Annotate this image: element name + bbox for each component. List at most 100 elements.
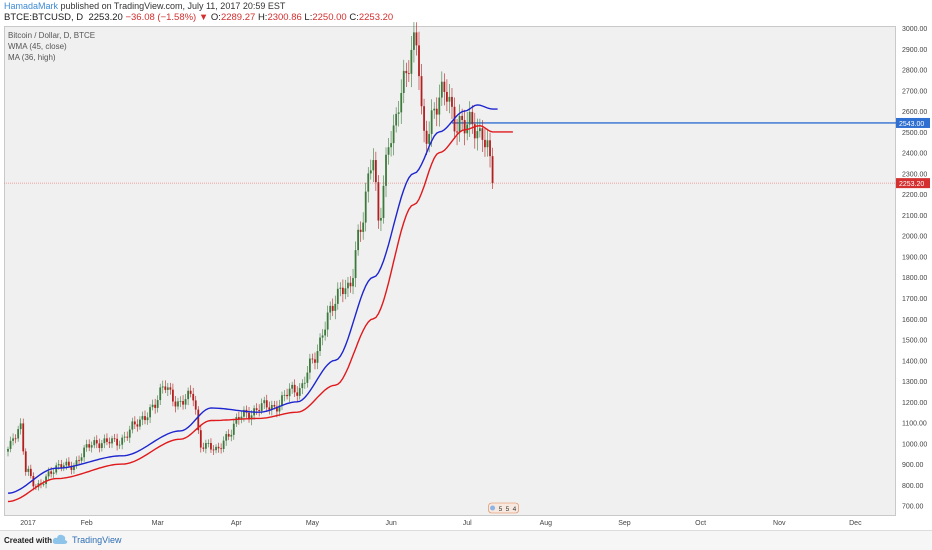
- y-tick-label: 700.00: [902, 504, 924, 511]
- candle-body: [276, 406, 278, 412]
- x-tick-label: Aug: [540, 520, 553, 527]
- time-axis[interactable]: [4, 516, 896, 530]
- candle-body: [293, 384, 296, 393]
- candle-body: [207, 442, 210, 444]
- candle-body: [47, 471, 50, 477]
- candle-body: [197, 409, 200, 431]
- candle-body: [217, 446, 220, 449]
- candle-body: [182, 401, 184, 405]
- close-value: 2253.20: [358, 12, 394, 23]
- x-tick-label: 2017: [20, 520, 36, 527]
- candle-body: [24, 451, 27, 472]
- candle-body: [139, 419, 141, 427]
- candle-body: [329, 305, 332, 313]
- candle-body: [225, 434, 228, 441]
- last-price-badge: [896, 178, 930, 189]
- created-with-text: Created with: [4, 536, 53, 545]
- event-count: 4: [513, 506, 517, 513]
- candle-body: [113, 438, 116, 440]
- y-tick-label: 1700.00: [902, 296, 927, 303]
- candle-body: [12, 438, 14, 441]
- candle-body: [418, 45, 420, 77]
- candle-body: [174, 401, 177, 407]
- candle-body: [402, 70, 405, 93]
- candle-body: [258, 410, 261, 411]
- candle-body: [309, 358, 311, 373]
- candle-body: [14, 438, 17, 440]
- resistance-price-label: 2543.00: [899, 121, 924, 128]
- candle-body: [435, 108, 438, 115]
- y-tick-label: 1100.00: [902, 421, 927, 428]
- candle-body: [400, 92, 403, 113]
- down-arrow-icon: ▼: [198, 12, 209, 23]
- candle-body: [65, 461, 68, 466]
- candle-body: [161, 386, 164, 388]
- high-label: H:: [257, 12, 268, 23]
- candle-body: [248, 412, 250, 420]
- candle-body: [194, 400, 197, 410]
- candle-body: [263, 400, 266, 404]
- last-price: 2253.20: [88, 12, 123, 23]
- y-tick-label: 2300.00: [902, 171, 927, 178]
- publish-info: HamadaMark published on TradingView.com,…: [4, 1, 285, 11]
- y-tick-label: 2100.00: [902, 213, 927, 220]
- candle-body: [136, 424, 139, 427]
- candle-body: [428, 134, 431, 144]
- candle-body: [319, 337, 321, 352]
- candle-body: [395, 113, 398, 126]
- candle-body: [291, 384, 294, 389]
- candle-body: [314, 359, 316, 363]
- candle-body: [367, 173, 370, 192]
- candle-body: [128, 429, 131, 438]
- candle-body: [133, 421, 136, 425]
- candle-body: [486, 140, 489, 148]
- candle-body: [202, 447, 205, 449]
- y-tick-label: 2200.00: [902, 192, 927, 199]
- candle-body: [116, 438, 118, 446]
- ma-36-line[interactable]: [7, 124, 513, 503]
- candle-body: [369, 170, 372, 174]
- candle-body: [169, 387, 172, 390]
- y-tick-label: 1500.00: [902, 338, 927, 345]
- candle-body: [458, 115, 461, 133]
- open-value: 2289.27: [220, 12, 256, 23]
- candle-body: [156, 400, 159, 408]
- author-link[interactable]: HamadaMark: [4, 1, 59, 11]
- candle-body: [106, 438, 108, 442]
- candle-body: [481, 128, 484, 140]
- candle-body: [489, 140, 491, 157]
- candle-body: [123, 436, 126, 438]
- candle-body: [316, 351, 319, 363]
- candle-body: [22, 423, 25, 452]
- legend-ma[interactable]: MA (36, high): [8, 53, 56, 62]
- candle-body: [362, 222, 365, 232]
- plot-area[interactable]: [4, 26, 896, 516]
- candle-body: [468, 111, 471, 125]
- candle-body: [303, 382, 306, 384]
- candle-body: [83, 447, 86, 458]
- candle-body: [250, 415, 253, 420]
- price-axis[interactable]: [896, 26, 932, 516]
- y-tick-label: 1600.00: [902, 317, 927, 324]
- candle-body: [32, 476, 35, 487]
- symbol-label: BTCE:BTCUSD, D: [4, 12, 84, 23]
- wma-45-line[interactable]: [7, 104, 498, 494]
- candle-body: [149, 407, 151, 418]
- y-tick-label: 2700.00: [902, 88, 927, 95]
- open-label: O:: [210, 12, 221, 23]
- y-tick-label: 1400.00: [902, 358, 927, 365]
- events-badge[interactable]: [488, 502, 519, 514]
- legend-wma[interactable]: WMA (45, close): [8, 42, 67, 51]
- candle-body: [98, 443, 101, 449]
- candle-body: [301, 383, 304, 389]
- candle-body: [78, 460, 80, 461]
- event-count: 5: [506, 506, 510, 513]
- candle-body: [278, 405, 281, 412]
- candle-body: [461, 115, 464, 121]
- candle-body: [164, 386, 167, 390]
- change-value: −36.08 (−1.58%): [125, 12, 197, 23]
- candle-body: [204, 443, 207, 449]
- candle-body: [80, 457, 83, 461]
- tradingview-brand[interactable]: TradingView: [72, 535, 122, 545]
